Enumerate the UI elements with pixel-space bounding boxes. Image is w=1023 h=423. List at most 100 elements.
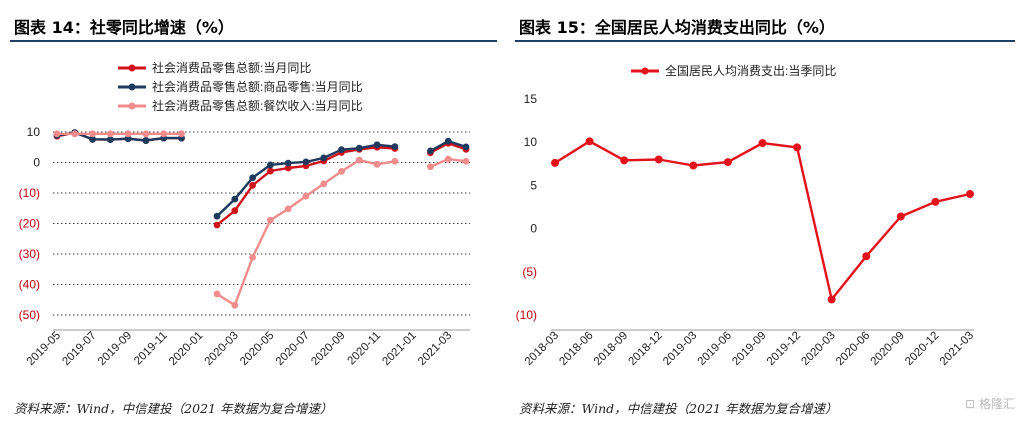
data-point: [427, 163, 434, 171]
x-tick-label: 2019-06: [696, 330, 734, 368]
x-tick-label: 2020-03: [203, 330, 241, 368]
data-point: [231, 195, 239, 203]
data-point: [391, 143, 399, 151]
x-tick-label: 2020-06: [834, 330, 872, 368]
x-tick-label: 2018-03: [523, 330, 561, 368]
data-point: [373, 160, 381, 168]
figure-15-title-rule: [515, 40, 1015, 42]
data-point: [758, 139, 767, 148]
legend-entry: 全国居民人均消费支出:当季同比: [665, 63, 836, 78]
data-point: [793, 143, 802, 152]
data-point: [160, 130, 168, 138]
x-tick-label: 2021-03: [938, 330, 976, 368]
x-tick-label: 2018-12: [627, 330, 665, 368]
data-point: [391, 157, 399, 165]
data-point: [654, 155, 663, 164]
data-point: [142, 130, 150, 138]
legend-swatch-marker: [128, 64, 136, 72]
data-point: [427, 147, 434, 155]
y-tick-label: 0: [530, 222, 537, 236]
data-point: [89, 130, 96, 138]
data-point: [124, 135, 132, 143]
data-point: [249, 253, 257, 261]
data-point: [338, 146, 345, 154]
data-point: [106, 136, 114, 144]
data-point: [213, 221, 221, 229]
data-point: [444, 137, 452, 145]
data-point: [213, 212, 221, 220]
y-tick-label: (30): [19, 247, 40, 261]
data-point: [462, 157, 470, 165]
figure-14-title-rule: [10, 40, 497, 42]
data-point: [585, 137, 594, 146]
x-tick-label: 2020-12: [903, 330, 941, 368]
data-point: [444, 155, 452, 163]
data-point: [266, 167, 274, 175]
data-point: [178, 130, 185, 138]
data-point: [266, 216, 274, 224]
series-line: [57, 132, 467, 307]
data-point: [302, 192, 310, 200]
x-tick-label: 2019-09: [730, 330, 768, 368]
x-tick-label: 2020-09: [869, 330, 907, 368]
data-point: [689, 161, 698, 170]
x-tick-label: 2019-11: [132, 330, 170, 368]
data-point: [462, 143, 470, 151]
legend-entry: 社会消费品零售总额:餐饮收入:当月同比: [152, 98, 363, 113]
figure-15-panel: 图表 15：全国居民人均消费支出同比（%） 全国居民人均消费支出:当季同比 15 1…: [505, 0, 1023, 423]
data-point: [320, 154, 328, 162]
figure-15-source: 资料来源：Wind，中信建投（2021 年数据为复合增速）: [519, 401, 838, 416]
figure-14-panel: 图表 14：社零同比增速（%） 社会消费品零售总额:当月同比 社会消费品零售总额:…: [0, 0, 505, 423]
x-tick-label: 2020-03: [799, 330, 837, 368]
x-tick-label: 2019-09: [96, 330, 134, 368]
x-tick-label: 2020-07: [274, 330, 312, 368]
y-tick-label: 0: [33, 156, 40, 170]
figure-15-chart: 全国居民人均消费支出:当季同比151050(5)(10)2018-032018-…: [516, 63, 976, 368]
x-tick-label: 2019-05: [25, 330, 63, 368]
x-tick-label: 2018-06: [557, 330, 595, 368]
y-tick-label: (50): [19, 308, 40, 322]
figure-15-title: 图表 15：全国居民人均消费支出同比（%）: [519, 18, 835, 37]
x-tick-label: 2018-09: [592, 330, 630, 368]
data-point: [53, 130, 61, 138]
watermark-logo: ⊡ 格隆汇: [965, 397, 1015, 411]
data-point: [896, 212, 905, 221]
x-tick-label: 2020-11: [345, 330, 383, 368]
data-point: [249, 181, 257, 189]
y-tick-label: (10): [516, 308, 537, 322]
data-point: [71, 130, 79, 138]
data-point: [213, 290, 221, 298]
data-point: [931, 197, 940, 206]
data-point: [284, 205, 292, 213]
series-line: [554, 140, 971, 301]
data-point: [320, 180, 328, 188]
data-point: [551, 158, 559, 167]
legend-swatch-marker: [128, 102, 136, 110]
data-point: [966, 190, 974, 199]
figure-14-source: 资料来源：Wind，中信建投（2021 年数据为复合增速）: [14, 401, 333, 416]
x-tick-label: 2019-07: [60, 330, 98, 368]
data-point: [723, 158, 732, 167]
series-line: [56, 131, 467, 226]
y-tick-label: (20): [19, 217, 40, 231]
data-point: [106, 130, 114, 138]
x-tick-label: 2020-09: [309, 330, 347, 368]
x-tick-label: 2019-12: [765, 330, 803, 368]
data-point: [266, 161, 274, 169]
x-tick-label: 2020-01: [167, 330, 205, 368]
data-point: [355, 156, 363, 164]
data-point: [231, 207, 239, 215]
x-tick-label: 2021-03: [416, 330, 454, 368]
data-point: [124, 130, 132, 138]
data-point: [142, 137, 150, 144]
figure-14-title: 图表 14：社零同比增速（%）: [14, 18, 234, 37]
data-point: [620, 156, 629, 165]
y-tick-label: 5: [530, 178, 537, 192]
data-point: [373, 141, 381, 149]
data-point: [862, 252, 871, 261]
data-point: [89, 135, 96, 143]
x-tick-label: 2021-01: [380, 330, 418, 368]
legend-swatch-marker: [641, 67, 649, 75]
y-tick-label: 15: [524, 92, 538, 106]
data-point: [338, 167, 345, 175]
